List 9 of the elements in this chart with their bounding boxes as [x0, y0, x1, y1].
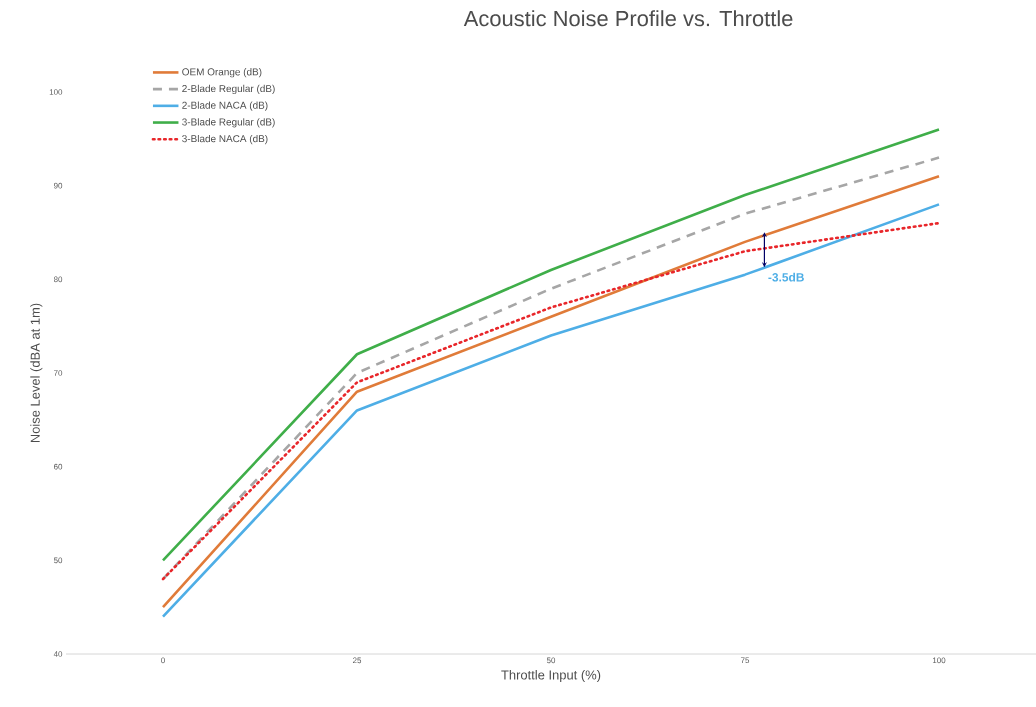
legend-label: 2-Blade Regular (dB) [182, 84, 275, 95]
annotation: -3.5dB [768, 272, 804, 282]
legend-label: 3-Blade Regular (dB) [182, 118, 275, 128]
x-axis-title: Throttle Input (%) [501, 670, 601, 683]
legend-label: OEM Orange (dB) [182, 68, 262, 78]
chart-title: Acoustic Noise Profile vs. Throttle [463, 10, 793, 27]
legend-label: 3-Blade NACA (dB) [182, 134, 268, 145]
legend-label: 2-Blade NACA (dB) [182, 101, 268, 111]
y-axis-title: Noise Level (dBA at 1m) [30, 303, 43, 443]
